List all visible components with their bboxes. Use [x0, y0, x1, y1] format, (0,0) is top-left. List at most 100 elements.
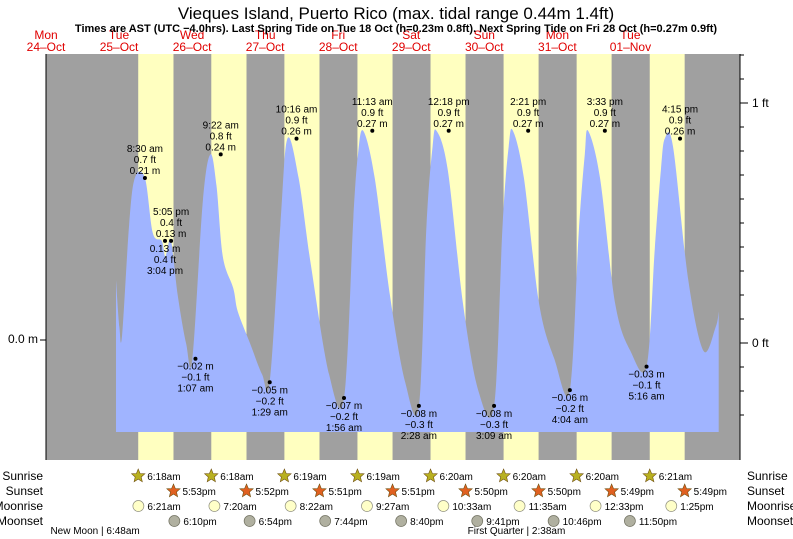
tide-point — [341, 396, 346, 401]
row-label-left: Moonset — [0, 514, 44, 528]
tide-time: 3:04 pm — [147, 266, 183, 277]
chart-frame — [45, 54, 741, 460]
tide-point — [602, 128, 607, 133]
sunset-time: 5:49pm — [694, 487, 727, 498]
moonrise-time: 6:21am — [147, 502, 180, 513]
sunset-time: 5:51pm — [328, 487, 361, 498]
tide-height-m: 0.27 m — [513, 119, 544, 130]
tide-height-m: 0.26 m — [665, 127, 696, 138]
moonset-icon — [168, 515, 181, 527]
right-tick-label: 0 ft — [752, 336, 769, 350]
tide-time: 4:04 am — [552, 415, 588, 426]
moonset-time: 6:10pm — [183, 517, 216, 528]
day-date: 01–Nov — [610, 40, 651, 54]
tide-height-m: −0.08 m — [476, 409, 512, 420]
sunset-icon — [385, 483, 400, 498]
tide-height-m: 0.26 m — [281, 127, 312, 138]
day-name: Mon — [34, 28, 57, 42]
day-name: Tue — [109, 28, 130, 42]
tide-point — [446, 128, 451, 133]
moonrise-time: 7:20am — [223, 502, 256, 513]
tide-time: 1:56 am — [326, 423, 362, 434]
sunset-time: 5:51pm — [402, 487, 435, 498]
moonset-time: 7:44pm — [334, 517, 367, 528]
tide-height-m: 0.27 m — [357, 119, 388, 130]
axes: 0.0 m 0 ft 1 ft — [8, 54, 769, 416]
day-name: Sun — [474, 28, 495, 42]
tide-point — [218, 152, 223, 157]
moonset-time: 9:41pm — [486, 517, 519, 528]
tide-height-ft: −0.1 ft — [633, 381, 661, 392]
tide-height-m: 0.13 m — [156, 229, 187, 240]
sunrise-icon — [276, 468, 292, 483]
tide-point — [567, 388, 572, 393]
tide-point — [267, 380, 272, 385]
moonrise-icon — [208, 500, 221, 512]
day-name: Fri — [331, 28, 345, 42]
moonset-icon — [319, 515, 332, 527]
sunset-icon — [239, 483, 254, 498]
tide-height-m: 0.21 m — [130, 166, 161, 177]
tide-height-m: −0.07 m — [326, 401, 362, 412]
tide-point — [644, 364, 649, 369]
row-label-right: Sunset — [747, 484, 785, 498]
moonset-icon — [547, 515, 560, 527]
tide-time: 3:09 am — [476, 431, 512, 442]
tide-height-ft: 0.4 ft — [160, 218, 182, 229]
day-name: Mon — [546, 28, 569, 42]
tide-point — [526, 128, 531, 133]
tide-time: 2:28 am — [401, 431, 437, 442]
tide-time: 8:30 am — [127, 144, 163, 155]
sunrise-time: 6:21am — [659, 472, 692, 483]
sunrise-icon — [569, 468, 585, 483]
tide-height-ft: −0.2 ft — [556, 404, 584, 415]
tide-height-ft: −0.2 ft — [330, 412, 358, 423]
moon-phase-label: New Moon | 6:48am — [50, 526, 139, 537]
sunset-icon — [312, 483, 327, 498]
tide-height-m: −0.02 m — [177, 362, 213, 373]
tide-height-ft: −0.3 ft — [405, 420, 433, 431]
moonrise-time: 10:33am — [452, 502, 491, 513]
moonrise-icon — [132, 500, 145, 512]
right-tick-label: 1 ft — [752, 96, 769, 110]
sunrise-time: 6:19am — [366, 472, 399, 483]
tide-point — [294, 136, 299, 141]
sunrise-icon — [203, 468, 219, 483]
moonset-icon — [471, 515, 484, 527]
tide-point — [193, 356, 198, 361]
tide-height-ft: 0.9 ft — [438, 108, 460, 119]
row-label-left: Sunrise — [2, 469, 43, 483]
tide-height-m: 0.13 m — [150, 244, 181, 255]
row-label-right: Sunrise — [747, 469, 788, 483]
tide-time: 1:29 am — [252, 407, 288, 418]
tide-height-ft: 0.9 ft — [285, 116, 307, 127]
tide-height-ft: 0.4 ft — [154, 255, 176, 266]
moonrise-icon — [437, 500, 450, 512]
sunrise-icon — [642, 468, 658, 483]
tide-time: 11:13 am — [352, 97, 393, 108]
tide-height-m: 0.27 m — [590, 119, 621, 130]
sunrise-icon — [423, 468, 438, 483]
moonrise-time: 11:35am — [529, 502, 567, 513]
tide-time: 9:22 am — [203, 120, 239, 131]
tide-height-m: 0.27 m — [433, 119, 464, 130]
sunrise-icon — [496, 468, 511, 483]
tide-time: 3:33 pm — [587, 97, 623, 108]
tide-point — [142, 175, 147, 180]
left-tick-label: 0.0 m — [8, 332, 38, 346]
tide-point — [678, 136, 683, 141]
tide-height-ft: 0.8 ft — [210, 131, 232, 142]
tide-point — [163, 238, 168, 243]
tide-area — [116, 128, 719, 432]
moonrise-icon — [361, 500, 373, 512]
tide-point — [492, 403, 497, 408]
sunset-time: 5:50pm — [548, 487, 581, 498]
row-label-right: Moonset — [747, 514, 793, 528]
tide-height-ft: 0.9 ft — [517, 108, 539, 119]
sunset-time: 5:52pm — [255, 487, 288, 498]
tide-height-m: −0.03 m — [628, 370, 664, 381]
sunset-icon — [458, 483, 473, 498]
moonrise-time: 1:25pm — [680, 502, 713, 513]
tide-time: 5:05 pm — [153, 207, 189, 218]
